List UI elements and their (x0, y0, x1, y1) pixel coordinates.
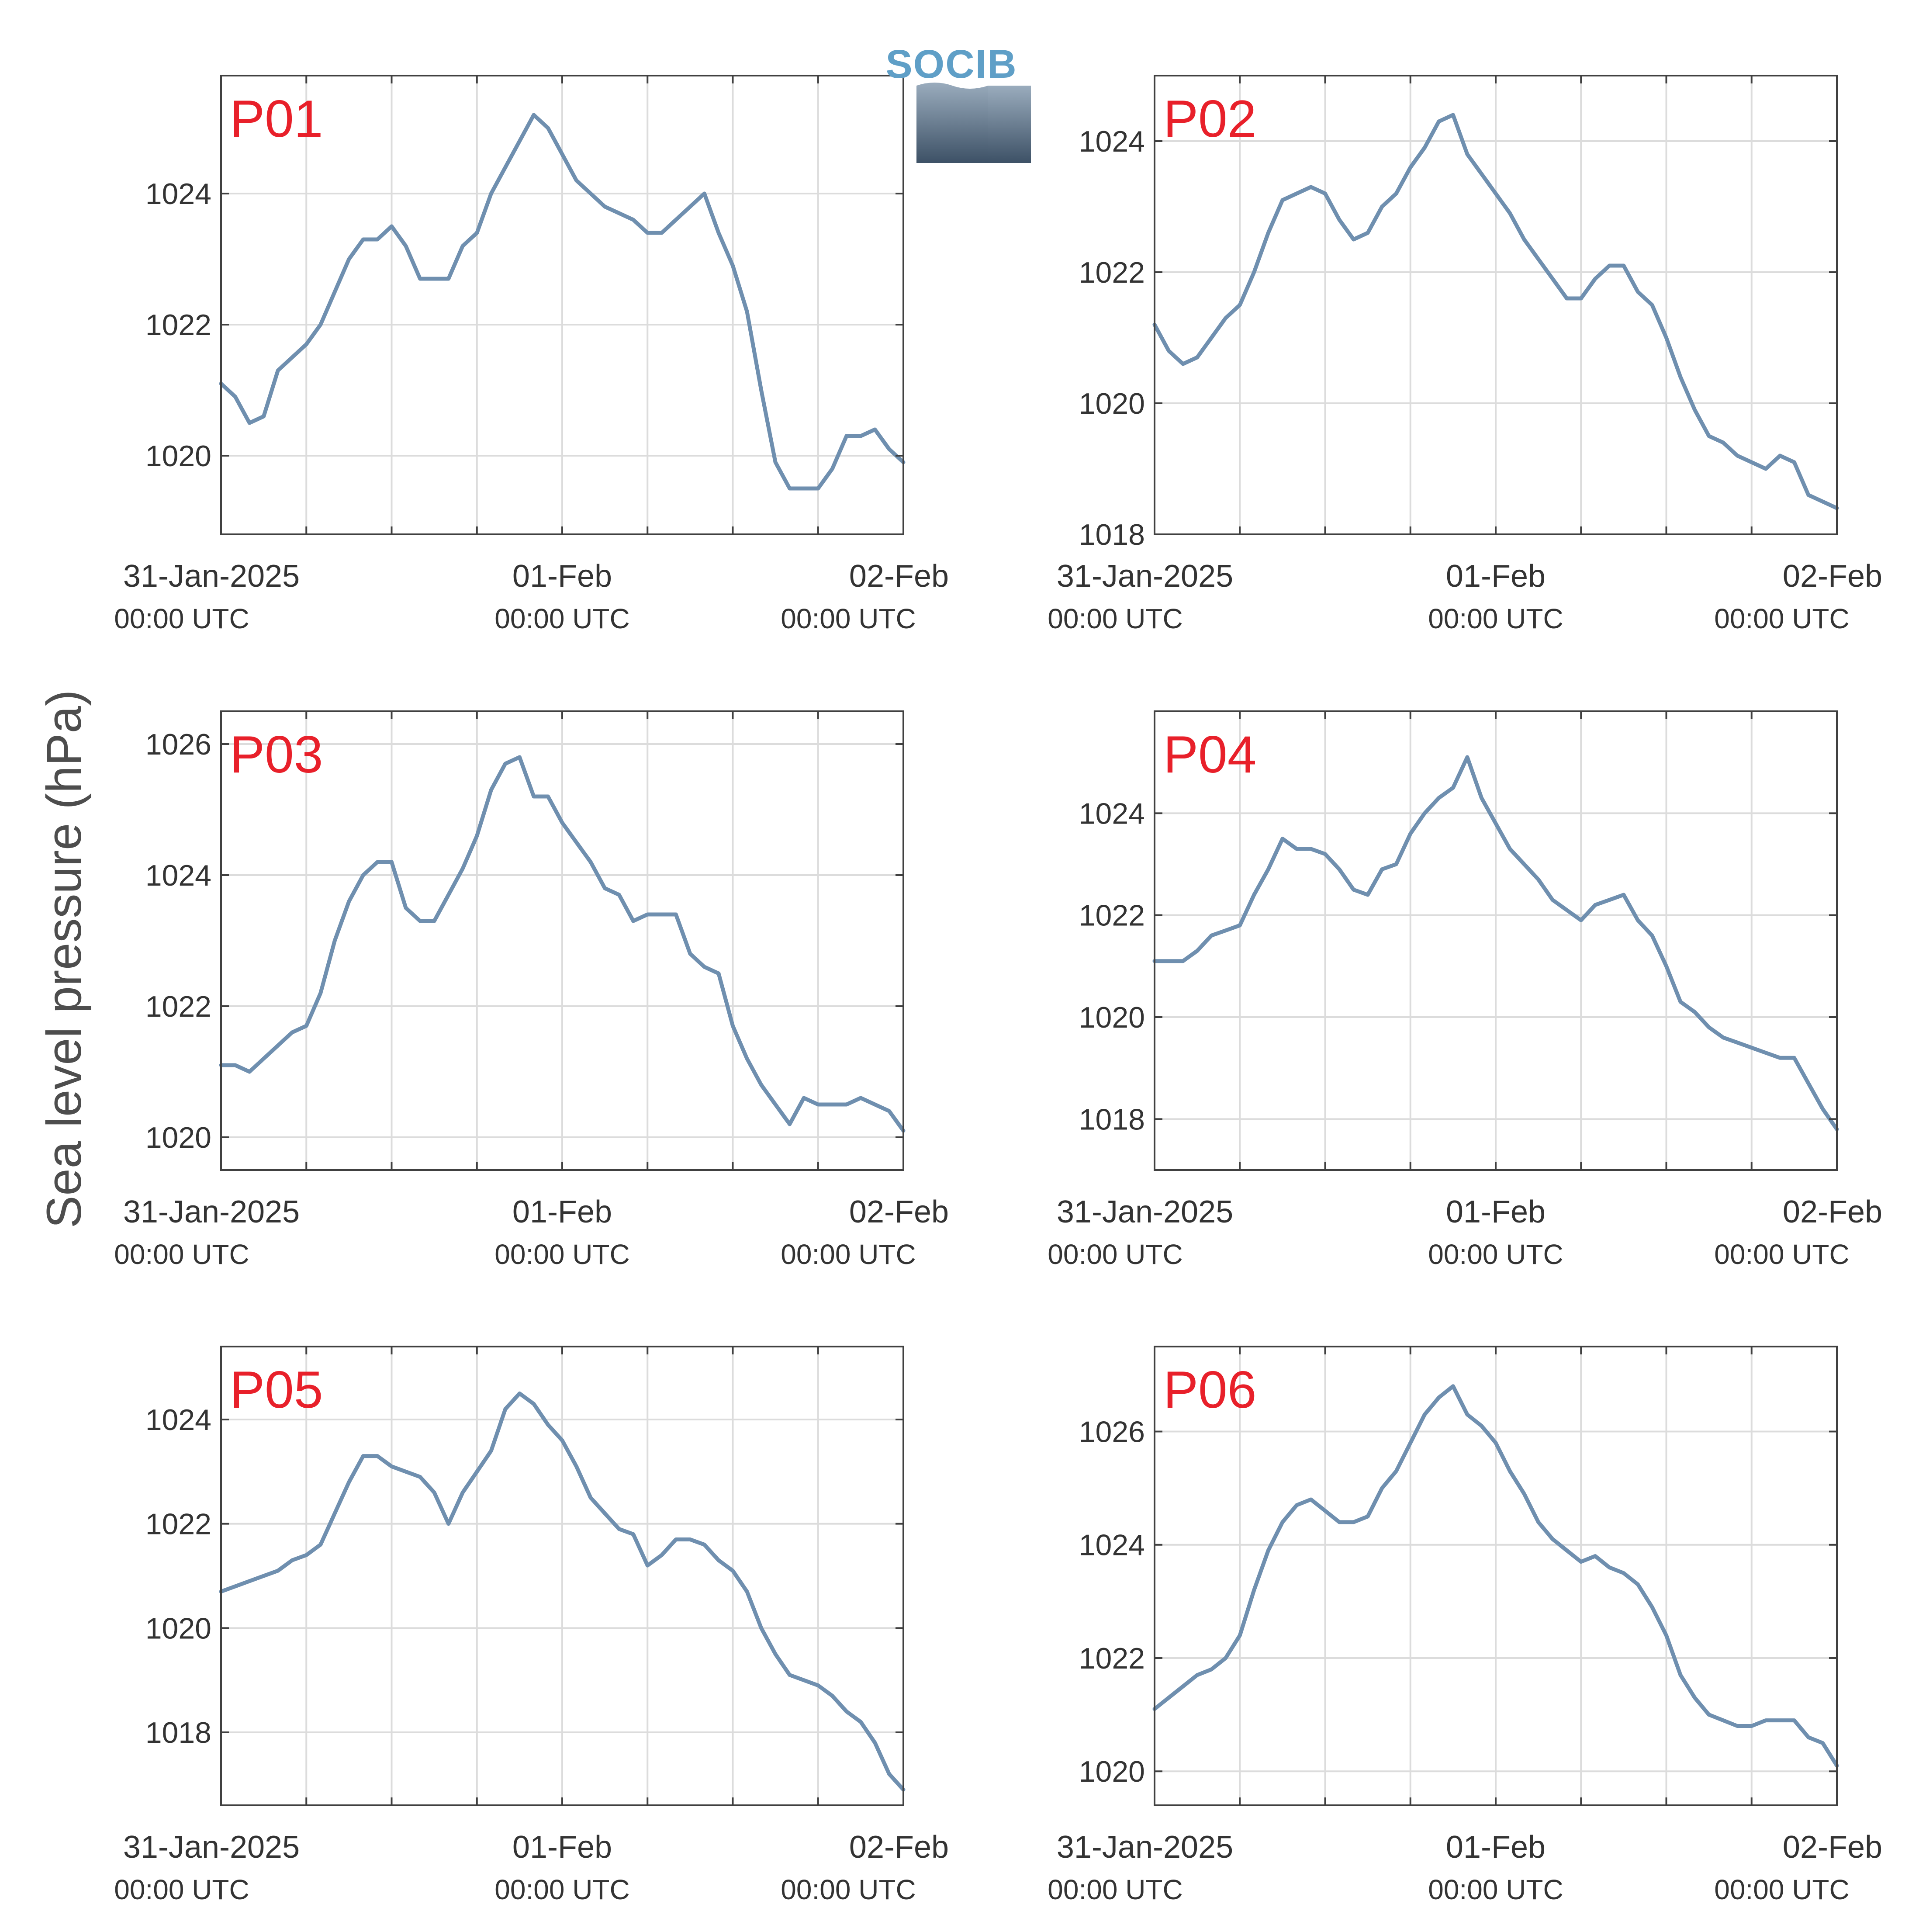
x-time-label: 00:00 UTC (781, 603, 916, 634)
y-tick-label: 1020 (145, 1121, 211, 1154)
y-tick-label: 1024 (1079, 797, 1145, 830)
logo-block (988, 86, 1031, 163)
x-time-label: 00:00 UTC (494, 1874, 629, 1905)
y-tick-label: 1018 (1079, 1103, 1145, 1136)
x-time-label: 00:00 UTC (114, 1874, 249, 1905)
x-time-label: 00:00 UTC (1048, 1874, 1183, 1905)
panel-label: P05 (230, 1361, 323, 1419)
y-tick-label: 1018 (1079, 518, 1145, 551)
y-tick-label: 1022 (1079, 899, 1145, 932)
y-tick-label: 1022 (145, 308, 211, 342)
y-tick-label: 1024 (145, 1403, 211, 1437)
y-tick-label: 1022 (1079, 256, 1145, 289)
x-time-label: 00:00 UTC (781, 1874, 916, 1905)
x-time-label: 00:00 UTC (1048, 1239, 1183, 1270)
x-time-label: 00:00 UTC (494, 603, 629, 634)
x-date-label: 01-Feb (1446, 559, 1546, 594)
x-time-label: 00:00 UTC (1428, 603, 1563, 634)
x-time-label: 00:00 UTC (114, 1239, 249, 1270)
panel-label: P06 (1163, 1361, 1257, 1419)
x-date-label: 31-Jan-2025 (123, 1830, 300, 1865)
y-tick-label: 1020 (145, 440, 211, 473)
x-time-label: 00:00 UTC (1714, 1874, 1849, 1905)
x-date-label: 31-Jan-2025 (123, 559, 300, 594)
panel-label: P02 (1163, 90, 1257, 148)
x-date-label: 02-Feb (1783, 1830, 1882, 1865)
x-date-label: 31-Jan-2025 (1057, 559, 1233, 594)
chart-panel-p06: 1020 1022 1024 1026 31-Jan-2025 00:00 UTC 01-F… (1048, 1346, 1882, 1905)
socib-logo: SOCIB (885, 42, 1031, 163)
chart-panel-p04: 1018 1020 1022 1024 31-Jan-2025 00:00 UTC 01-F… (1048, 710, 1882, 1270)
chart-panel-p05: 1018 1020 1022 1024 31-Jan-2025 00:00 UTC 01-F… (114, 1346, 949, 1905)
panel-label: P01 (230, 90, 323, 148)
panel-label: P03 (230, 725, 323, 784)
pressure-series-line (1152, 755, 1839, 1132)
pressure-series-line (219, 755, 906, 1133)
x-date-label: 01-Feb (512, 559, 612, 594)
y-tick-label: 1026 (1079, 1415, 1145, 1448)
y-tick-label: 1026 (145, 728, 211, 761)
y-tick-label: 1024 (145, 177, 211, 211)
y-tick-label: 1022 (145, 1508, 211, 1541)
chart-panel-p02: 1018 1020 1022 1024 31-Jan-2025 00:00 UTC 01-F… (1048, 75, 1882, 634)
x-time-label: 00:00 UTC (1428, 1239, 1563, 1270)
pressure-series-line (219, 1391, 906, 1792)
x-time-label: 00:00 UTC (494, 1239, 629, 1270)
y-tick-label: 1020 (145, 1612, 211, 1645)
x-time-label: 00:00 UTC (114, 603, 249, 634)
y-tick-label: 1018 (145, 1716, 211, 1749)
logo-text: SOCIB (885, 42, 1017, 87)
x-date-label: 02-Feb (849, 559, 949, 594)
x-date-label: 01-Feb (512, 1830, 612, 1865)
y-axis-label: Sea level pressure (hPa) (37, 690, 91, 1229)
y-tick-label: 1020 (1079, 1001, 1145, 1034)
x-time-label: 00:00 UTC (1428, 1874, 1563, 1905)
logo-wave-icon (916, 83, 988, 163)
pressure-series-line (219, 113, 906, 491)
y-tick-label: 1020 (1079, 387, 1145, 420)
x-date-label: 01-Feb (1446, 1830, 1546, 1865)
y-tick-label: 1024 (1079, 1529, 1145, 1562)
y-tick-label: 1022 (145, 990, 211, 1023)
x-date-label: 02-Feb (849, 1830, 949, 1865)
y-tick-label: 1022 (1079, 1642, 1145, 1675)
y-tick-label: 1024 (1079, 125, 1145, 158)
x-date-label: 31-Jan-2025 (1057, 1195, 1233, 1229)
y-tick-label: 1020 (1079, 1755, 1145, 1788)
panels: 1020 1022 1024 31-Jan-2025 00:00 UTC 01-Feb 00… (114, 75, 1882, 1905)
pressure-series-line (1152, 113, 1839, 510)
x-time-label: 00:00 UTC (1714, 1239, 1849, 1270)
x-date-label: 31-Jan-2025 (1057, 1830, 1233, 1865)
x-date-label: 01-Feb (512, 1195, 612, 1229)
x-date-label: 02-Feb (849, 1195, 949, 1229)
y-tick-label: 1024 (145, 859, 211, 892)
x-time-label: 00:00 UTC (781, 1239, 916, 1270)
x-date-label: 01-Feb (1446, 1195, 1546, 1229)
x-time-label: 00:00 UTC (1714, 603, 1849, 634)
chart-panel-p03: 1020 1022 1024 1026 31-Jan-2025 00:00 UTC 01-F… (114, 710, 949, 1270)
x-date-label: 02-Feb (1783, 559, 1882, 594)
pressure-series-line (1152, 1384, 1839, 1768)
panel-label: P04 (1163, 725, 1257, 784)
x-date-label: 31-Jan-2025 (123, 1195, 300, 1229)
chart-panel-p01: 1020 1022 1024 31-Jan-2025 00:00 UTC 01-Feb 00… (114, 75, 949, 634)
x-date-label: 02-Feb (1783, 1195, 1882, 1229)
x-time-label: 00:00 UTC (1048, 603, 1183, 634)
